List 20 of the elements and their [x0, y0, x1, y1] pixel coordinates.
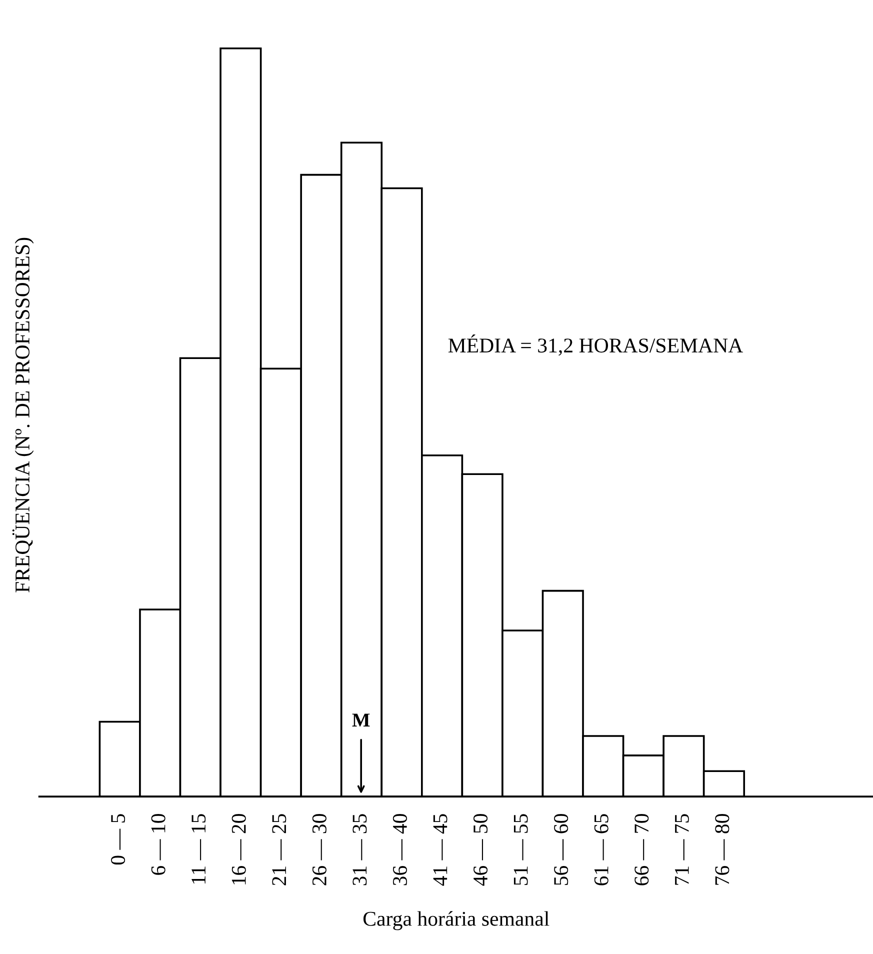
x-axis-title: Carga horária semanal	[363, 911, 550, 930]
x-tick-label: 21 — 25	[272, 814, 286, 886]
x-tick-label: 46 — 50	[473, 814, 488, 886]
annotation: M	[352, 714, 370, 726]
x-tick-label: 6 — 10	[151, 814, 166, 875]
x-tick-label: 36 — 40	[392, 814, 407, 886]
x-tick-label: 41 — 45	[433, 814, 448, 886]
x-tick-label: 51 — 55	[514, 814, 528, 885]
x-tick-label: 61 — 65	[594, 814, 608, 886]
x-tick-label: 11 — 15	[192, 814, 206, 884]
x-tick-label: 56 — 60	[554, 814, 568, 885]
x-tick-label: 26 — 30	[312, 814, 326, 886]
x-tick-label: 31 — 35	[352, 814, 367, 886]
x-tick-label: 16 — 20	[232, 814, 246, 884]
x-tick-label: 66 — 70	[634, 814, 649, 886]
x-tick-label: 71 — 75	[674, 814, 689, 885]
annotation: MÉDIA = 31,2 HORAS/SEMANA	[448, 334, 743, 356]
x-tick-label: 0 — 5	[110, 814, 126, 865]
x-tick-label: 76 — 80	[715, 814, 730, 885]
y-axis-title: FREQÜENCIA (Nº. DE PROFESSORES)	[12, 238, 34, 592]
